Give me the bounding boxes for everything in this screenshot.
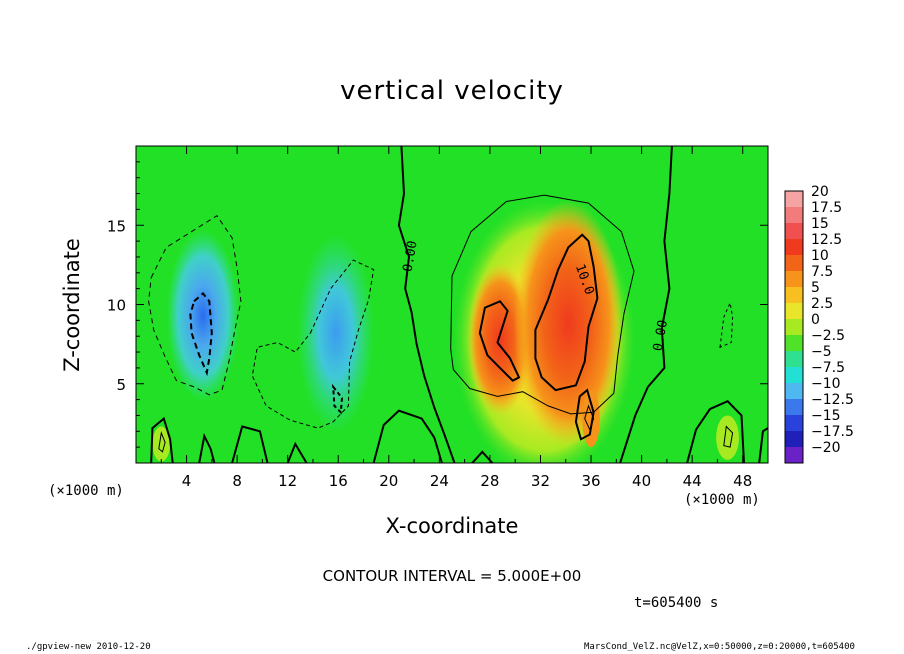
x-tick-label-20: 20 bbox=[379, 472, 398, 490]
y-tick-label-10: 10 bbox=[107, 297, 126, 315]
five-contour bbox=[450, 194, 635, 415]
colorbar-swatch-0 bbox=[785, 191, 803, 208]
contour-layer bbox=[148, 146, 768, 463]
small-updraft-shade-right bbox=[716, 415, 739, 460]
bottom-contour-3 bbox=[231, 425, 269, 463]
x-tick-label-4: 4 bbox=[182, 472, 192, 490]
colorbar-label-14: −15 bbox=[811, 408, 841, 424]
colorbar-label-12: −10 bbox=[811, 376, 841, 392]
colorbar-swatch-13 bbox=[785, 399, 803, 416]
x-tick-label-32: 32 bbox=[531, 472, 550, 490]
colorbar-label-5: 7.5 bbox=[811, 264, 833, 280]
small-updraft-shade-left bbox=[152, 426, 171, 462]
colorbar-swatch-11 bbox=[785, 367, 803, 384]
neg5-contour-left bbox=[148, 215, 242, 396]
footer-source: MarsCond_VelZ.nc@VelZ,x=0:50000,z=0:2000… bbox=[584, 642, 855, 652]
x-tick-label-44: 44 bbox=[683, 472, 702, 490]
zero-contour-left bbox=[397, 146, 456, 463]
plot-area bbox=[136, 146, 768, 463]
colorbar-label-6: 5 bbox=[811, 280, 820, 296]
colorbar-swatch-8 bbox=[785, 319, 803, 336]
colorbar-swatch-2 bbox=[785, 223, 803, 240]
colorbar-label-3: 12.5 bbox=[811, 232, 842, 248]
zero-contour-right bbox=[619, 146, 673, 463]
small-pos-contour-right bbox=[723, 425, 734, 448]
downdraft-core-shade bbox=[166, 230, 240, 402]
colorbar-label-16: −20 bbox=[811, 440, 841, 456]
colorbar-swatch-6 bbox=[785, 287, 803, 304]
colorbar-label-11: −7.5 bbox=[811, 360, 845, 376]
x-unit-right: (×1000 m) bbox=[684, 492, 760, 508]
updraft-right-shade bbox=[513, 199, 623, 448]
colorbar-swatch-3 bbox=[785, 239, 803, 256]
neg10-contour bbox=[189, 291, 213, 377]
neg5-contour-right bbox=[251, 259, 375, 429]
downdraft-secondary-shade bbox=[297, 233, 375, 433]
small-pos-contour-left bbox=[158, 431, 166, 453]
colorbar-label-0: 20 bbox=[811, 184, 829, 200]
y-axis: 5 10 15 bbox=[107, 161, 768, 448]
contour-label-2: 0.00 bbox=[651, 319, 671, 352]
colorbar-label-1: 17.5 bbox=[811, 200, 842, 216]
fifteen-contour-low bbox=[584, 404, 595, 432]
shading-layer bbox=[152, 199, 739, 463]
bottom-contour-6 bbox=[471, 450, 494, 463]
x-unit-left: (×1000 m) bbox=[48, 483, 124, 499]
y-tick-label-5: 5 bbox=[116, 376, 126, 394]
bottom-contour-1 bbox=[150, 416, 174, 463]
x-tick-label-36: 36 bbox=[581, 472, 600, 490]
colorbar: 2017.51512.5107.552.50−2.5−5−7.5−10−12.5… bbox=[784, 184, 854, 464]
x-tick-label-40: 40 bbox=[632, 472, 651, 490]
x-tick-label-48: 48 bbox=[733, 472, 752, 490]
colorbar-frame bbox=[784, 190, 804, 464]
time-stamp: t=605400 s bbox=[634, 595, 719, 611]
field-background bbox=[136, 146, 768, 463]
colorbar-label-15: −17.5 bbox=[811, 424, 854, 440]
colorbar-swatch-7 bbox=[785, 303, 803, 320]
y-tick-label-15: 15 bbox=[107, 217, 126, 235]
colorbar-swatch-9 bbox=[785, 335, 803, 352]
colorbar-label-2: 15 bbox=[811, 216, 829, 232]
bottom-contour-2 bbox=[198, 433, 216, 463]
colorbar-label-13: −12.5 bbox=[811, 392, 854, 408]
colorbar-swatch-4 bbox=[785, 255, 803, 272]
bottom-contour-4 bbox=[286, 441, 308, 463]
bottom-contour-7 bbox=[686, 400, 745, 463]
colorbar-label-4: 10 bbox=[811, 248, 829, 264]
colorbar-swatch-10 bbox=[785, 351, 803, 368]
y-axis-label: Z-coordinate bbox=[60, 238, 84, 372]
colorbar-swatch-16 bbox=[785, 447, 803, 464]
x-axis: 4 8 12 16 20 24 28 32 36 40 44 48 bbox=[160, 146, 752, 490]
colorbar-swatch-5 bbox=[785, 271, 803, 288]
x-tick-label-28: 28 bbox=[480, 472, 499, 490]
ten-contour-left bbox=[478, 300, 521, 382]
bottom-contour-8 bbox=[758, 427, 768, 463]
small-neg-contour-right bbox=[719, 301, 734, 349]
colorbar-label-10: −5 bbox=[811, 344, 832, 360]
colorbar-swatch-12 bbox=[785, 383, 803, 400]
x-tick-label-24: 24 bbox=[430, 472, 449, 490]
contour-interval-text: CONTOUR INTERVAL = 5.000E+00 bbox=[322, 567, 582, 585]
colorbar-label-7: 2.5 bbox=[811, 296, 833, 312]
ten-contour-right bbox=[534, 233, 599, 392]
colorbar-swatch-14 bbox=[785, 415, 803, 432]
footer-program: ./gpview-new 2010-12-20 bbox=[26, 642, 151, 652]
colorbar-swatch-1 bbox=[785, 207, 803, 224]
low-updraft-shade bbox=[582, 390, 600, 448]
contour-label-0: 0.00 bbox=[401, 240, 421, 273]
colorbar-label-9: −2.5 bbox=[811, 328, 845, 344]
x-tick-label-12: 12 bbox=[278, 472, 297, 490]
neg10-contour-small bbox=[332, 383, 344, 415]
chart-title: vertical velocity bbox=[340, 76, 564, 106]
x-tick-label-8: 8 bbox=[232, 472, 242, 490]
x-tick-label-16: 16 bbox=[329, 472, 348, 490]
bottom-contour-5 bbox=[372, 409, 443, 463]
colorbar-swatch-15 bbox=[785, 431, 803, 448]
colorbar-label-8: 0 bbox=[811, 312, 820, 328]
x-axis-label: X-coordinate bbox=[385, 514, 519, 538]
